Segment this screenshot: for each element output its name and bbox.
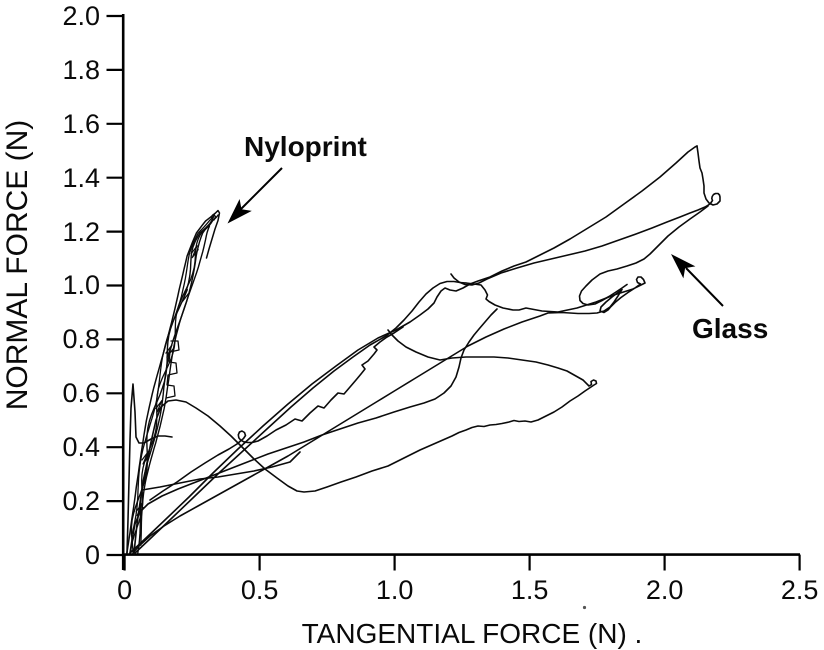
svg-text:1.4: 1.4 (62, 163, 100, 193)
svg-text:1.5: 1.5 (511, 575, 549, 605)
svg-text:2.0: 2.0 (62, 1, 100, 31)
svg-text:Glass: Glass (692, 313, 768, 344)
svg-text:1.8: 1.8 (62, 55, 100, 85)
svg-text:0.4: 0.4 (62, 432, 100, 462)
svg-text:1.2: 1.2 (62, 217, 100, 247)
svg-text:0.2: 0.2 (62, 486, 100, 516)
svg-text:1.0: 1.0 (376, 575, 414, 605)
svg-text:Nyloprint: Nyloprint (244, 131, 367, 162)
svg-text:1.6: 1.6 (62, 109, 100, 139)
svg-text:2.5: 2.5 (781, 575, 819, 605)
svg-text:0: 0 (85, 540, 100, 570)
svg-text:0.6: 0.6 (62, 378, 100, 408)
svg-text:TANGENTIAL FORCE (N) .: TANGENTIAL FORCE (N) . (302, 618, 643, 649)
svg-text:0.5: 0.5 (241, 575, 279, 605)
svg-text:0: 0 (117, 575, 132, 605)
svg-text:1.0: 1.0 (62, 270, 100, 300)
svg-text:2.0: 2.0 (646, 575, 684, 605)
svg-text:NORMAL FORCE (N): NORMAL FORCE (N) (1, 120, 34, 411)
svg-text:0.8: 0.8 (62, 324, 100, 354)
